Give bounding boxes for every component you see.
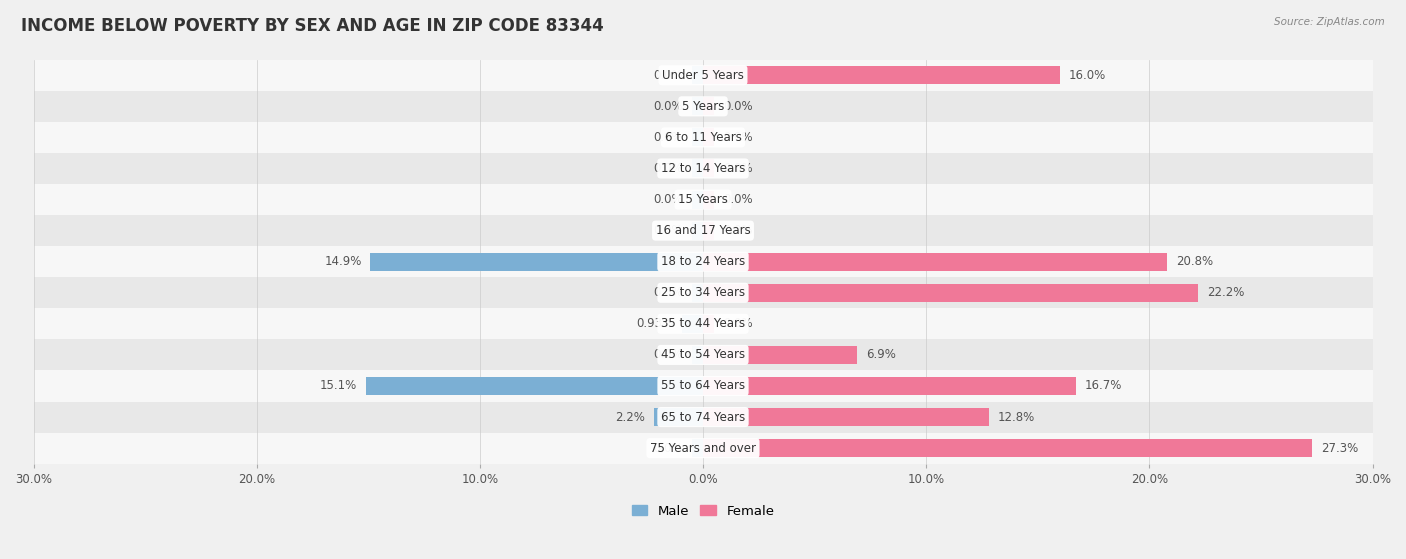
Text: 12 to 14 Years: 12 to 14 Years <box>661 162 745 175</box>
Text: 18 to 24 Years: 18 to 24 Years <box>661 255 745 268</box>
Text: 0.0%: 0.0% <box>654 224 683 237</box>
Text: 0.0%: 0.0% <box>723 131 752 144</box>
Text: Source: ZipAtlas.com: Source: ZipAtlas.com <box>1274 17 1385 27</box>
Text: 6.9%: 6.9% <box>866 348 896 362</box>
Bar <box>34 122 1372 153</box>
Text: 22.2%: 22.2% <box>1208 286 1244 299</box>
Text: 25 to 34 Years: 25 to 34 Years <box>661 286 745 299</box>
Bar <box>654 408 703 426</box>
Text: 35 to 44 Years: 35 to 44 Years <box>661 318 745 330</box>
Bar <box>34 371 1372 401</box>
Text: 0.0%: 0.0% <box>723 224 752 237</box>
Bar <box>703 315 714 333</box>
Text: 14.9%: 14.9% <box>325 255 361 268</box>
Bar <box>34 246 1372 277</box>
Text: 15.1%: 15.1% <box>319 380 357 392</box>
Text: 0.93%: 0.93% <box>636 318 673 330</box>
Text: INCOME BELOW POVERTY BY SEX AND AGE IN ZIP CODE 83344: INCOME BELOW POVERTY BY SEX AND AGE IN Z… <box>21 17 603 35</box>
Bar <box>692 67 703 84</box>
Text: 0.0%: 0.0% <box>723 162 752 175</box>
Bar <box>692 191 703 209</box>
Bar <box>34 215 1372 246</box>
Bar <box>703 191 714 209</box>
Bar <box>34 91 1372 122</box>
Text: 12.8%: 12.8% <box>998 410 1035 424</box>
Text: 6 to 11 Years: 6 to 11 Years <box>665 131 741 144</box>
Bar <box>703 221 714 240</box>
Text: 75 Years and over: 75 Years and over <box>650 442 756 454</box>
Text: 0.0%: 0.0% <box>654 131 683 144</box>
Text: 20.8%: 20.8% <box>1175 255 1213 268</box>
Bar <box>682 315 703 333</box>
Bar <box>34 153 1372 184</box>
Text: 0.0%: 0.0% <box>654 348 683 362</box>
Bar <box>371 253 703 271</box>
Text: 0.0%: 0.0% <box>654 286 683 299</box>
Bar <box>34 401 1372 433</box>
Text: 27.3%: 27.3% <box>1322 442 1358 454</box>
Bar <box>692 284 703 302</box>
Bar <box>366 377 703 395</box>
Text: 65 to 74 Years: 65 to 74 Years <box>661 410 745 424</box>
Bar <box>692 221 703 240</box>
Bar <box>703 253 1167 271</box>
Bar <box>703 346 858 364</box>
Bar <box>34 433 1372 463</box>
Text: 0.0%: 0.0% <box>654 69 683 82</box>
Bar <box>34 339 1372 371</box>
Text: 16.0%: 16.0% <box>1069 69 1107 82</box>
Text: 2.2%: 2.2% <box>614 410 645 424</box>
Text: 5 Years: 5 Years <box>682 100 724 113</box>
Text: 0.0%: 0.0% <box>654 193 683 206</box>
Bar <box>692 129 703 146</box>
Bar <box>34 309 1372 339</box>
Bar <box>34 277 1372 309</box>
Text: 16.7%: 16.7% <box>1084 380 1122 392</box>
Text: 0.0%: 0.0% <box>723 318 752 330</box>
Bar <box>692 346 703 364</box>
Legend: Male, Female: Male, Female <box>631 505 775 518</box>
Bar <box>703 97 714 115</box>
Bar <box>692 439 703 457</box>
Bar <box>703 284 1198 302</box>
Bar <box>692 159 703 178</box>
Bar <box>34 184 1372 215</box>
Bar <box>703 408 988 426</box>
Bar <box>703 377 1076 395</box>
Text: 15 Years: 15 Years <box>678 193 728 206</box>
Bar <box>703 439 1312 457</box>
Text: 45 to 54 Years: 45 to 54 Years <box>661 348 745 362</box>
Text: 0.0%: 0.0% <box>723 193 752 206</box>
Text: 0.0%: 0.0% <box>654 442 683 454</box>
Bar <box>692 97 703 115</box>
Text: Under 5 Years: Under 5 Years <box>662 69 744 82</box>
Text: 0.0%: 0.0% <box>654 162 683 175</box>
Bar <box>703 159 714 178</box>
Text: 0.0%: 0.0% <box>654 100 683 113</box>
Text: 0.0%: 0.0% <box>723 100 752 113</box>
Bar <box>703 129 714 146</box>
Text: 55 to 64 Years: 55 to 64 Years <box>661 380 745 392</box>
Bar <box>34 60 1372 91</box>
Text: 16 and 17 Years: 16 and 17 Years <box>655 224 751 237</box>
Bar <box>703 67 1060 84</box>
